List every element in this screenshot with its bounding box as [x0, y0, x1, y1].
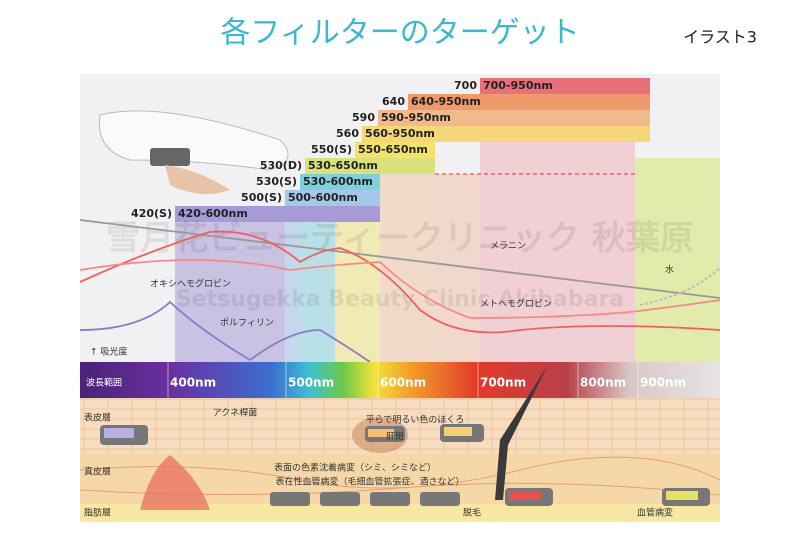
wavelength-marks: 400nm 500nm 600nm 700nm 800nm 900nm [167, 362, 686, 398]
curves [79, 219, 721, 363]
fat [80, 504, 720, 522]
tag: イラスト3 [683, 28, 757, 47]
fat-label: 脂肪層 [84, 507, 111, 519]
filter-label: 560 [336, 127, 359, 140]
acne [140, 455, 210, 510]
title: 各フィルターのターゲット [220, 16, 579, 51]
target-label: 表面の色素沈着病変（シミ、シミなど） [274, 462, 436, 474]
wavelength-mark: 400nm [170, 376, 216, 390]
filter-range: 500-600nm [288, 191, 358, 204]
target-label: 脱毛 [463, 507, 481, 519]
dermis-label: 真皮層 [84, 466, 111, 478]
melanin-curve [79, 219, 721, 299]
filter-label: 500(S) [241, 191, 282, 204]
filter-label: 420(S) [131, 207, 172, 220]
device [98, 110, 289, 194]
filter-range: 560-950nm [365, 127, 435, 140]
epidermis-label: 表皮層 [84, 412, 111, 424]
porphyrin-label: ポルフィリン [220, 318, 274, 329]
porphyrin-curve [79, 300, 371, 363]
target-label: アクネ桿菌 [213, 407, 258, 419]
oxyhemoglobin-curve [79, 230, 721, 334]
target-label: 肝斑 [386, 431, 404, 443]
target-label: 血管病変 [637, 507, 673, 519]
water-curve [639, 267, 721, 306]
melanin-label: メラニン [490, 241, 526, 252]
filter-band [175, 206, 380, 222]
column [380, 142, 435, 362]
column [635, 158, 720, 362]
watermark: Setsugekka Beauty Clinic Akihabara [176, 287, 624, 312]
water-label: 水 [665, 264, 674, 276]
filter-range: 550-650nm [358, 143, 428, 156]
filter-range: 640-950nm [411, 95, 481, 108]
wavelength-mark: 600nm [380, 376, 426, 390]
filter-range: 590-950nm [381, 111, 451, 124]
hair [495, 365, 548, 500]
filter-label: 530(S) [256, 175, 297, 188]
methemoglobin-label: メトヘモグロビン [480, 298, 552, 310]
wavelength-mark: 700nm [480, 376, 526, 390]
watermark: 雪月花ビューティークリニック 秋葉原 [106, 219, 694, 259]
filter-label: 550(S) [311, 143, 352, 156]
filter-range: 420-600nm [178, 207, 248, 220]
filter-band [355, 142, 435, 158]
filter-band [362, 126, 650, 142]
filter-label: 700 [454, 79, 477, 92]
wavelength-bar [80, 362, 720, 398]
filter-label: 590 [352, 111, 375, 124]
methemoglobin-curve [79, 259, 721, 319]
device-icons [100, 424, 710, 506]
filters: 700 700-950nm 640 640-950nm 590 590-950nm 560 5… [131, 78, 650, 222]
wavelength-mark: 500nm [288, 376, 334, 390]
filter-band [378, 110, 650, 126]
filter-band [300, 174, 380, 190]
target-label: 表在性血管病変（毛細血管拡張症、酒さなど） [275, 476, 464, 488]
filter-band [285, 190, 380, 206]
wavelength-label: 波長範囲 [86, 377, 122, 389]
filter-band [480, 78, 650, 94]
filter-label: 530(D) [260, 159, 302, 172]
wavelength-mark: 800nm [580, 376, 626, 390]
target-label: 平らで明るい色のほくろ [366, 414, 465, 426]
filter-label: 640 [382, 95, 405, 108]
filter-band [305, 158, 435, 174]
filter-range: 700-950nm [483, 79, 553, 92]
filter-band [408, 94, 650, 110]
oxyhemoglobin-label: オキシヘモグロビン [150, 278, 231, 290]
column [175, 222, 285, 362]
filter-range: 530-600nm [303, 175, 373, 188]
absorbance-label: ↑ 吸光度 [90, 346, 127, 358]
wavelength-mark: 900nm [640, 376, 686, 390]
filter-range: 530-650nm [308, 159, 378, 172]
